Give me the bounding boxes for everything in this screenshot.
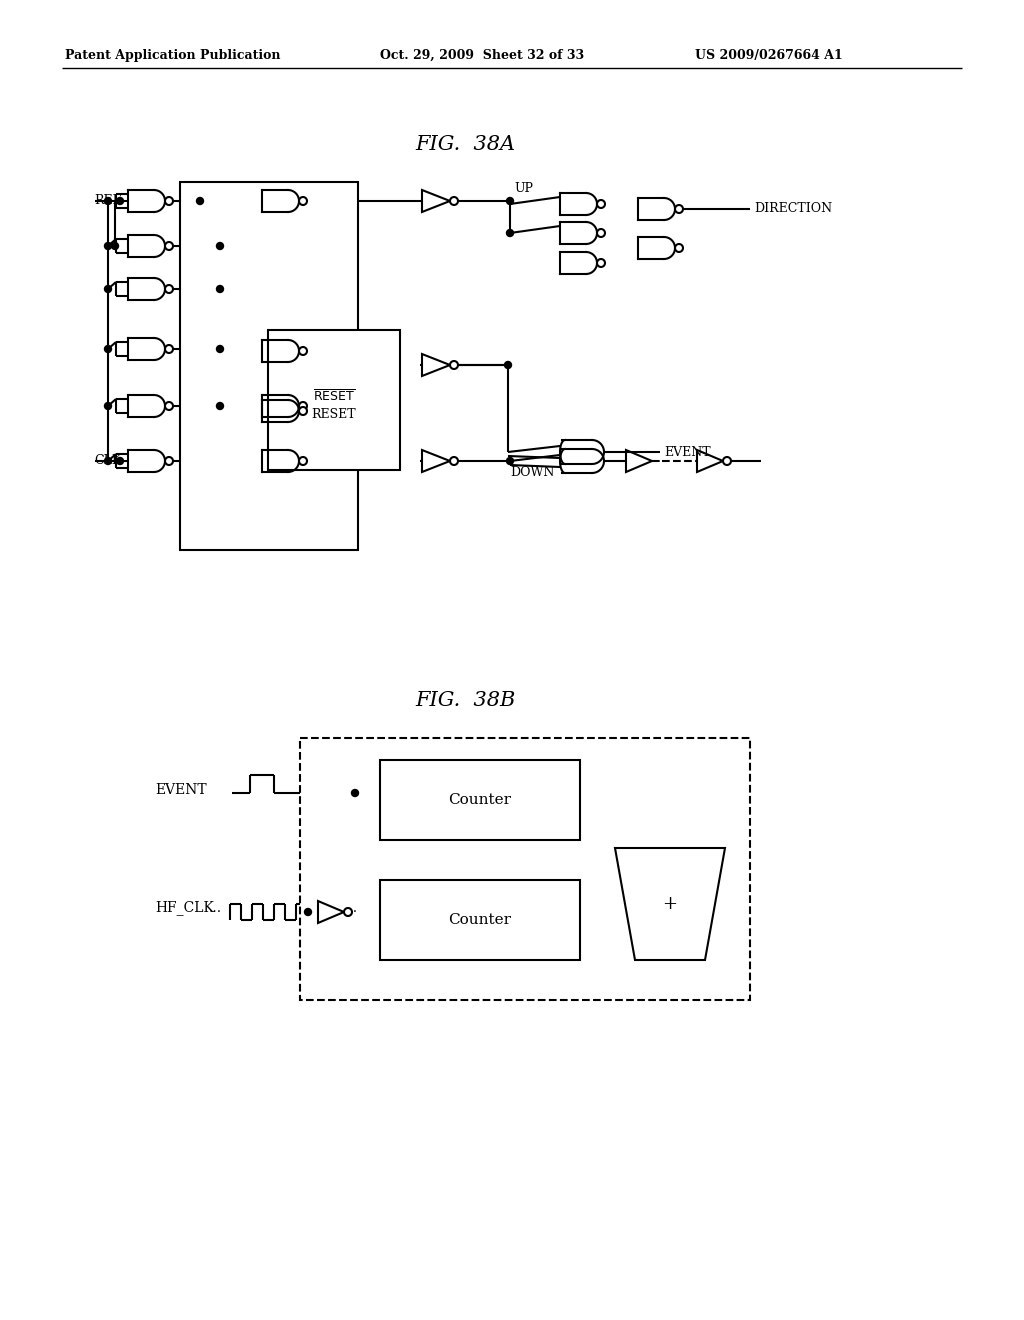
Bar: [380, 760, 580, 840]
Text: UP: UP: [514, 182, 534, 195]
Text: DOWN: DOWN: [510, 466, 554, 479]
Bar: [380, 880, 580, 960]
Circle shape: [507, 458, 513, 465]
Text: Counter: Counter: [449, 793, 512, 807]
Text: Counter: Counter: [449, 913, 512, 927]
Text: $\overline{\mathrm{RESET}}$: $\overline{\mathrm{RESET}}$: [313, 389, 355, 405]
Circle shape: [216, 243, 223, 249]
Text: US 2009/0267664 A1: US 2009/0267664 A1: [695, 49, 843, 62]
Circle shape: [104, 458, 112, 465]
Circle shape: [165, 403, 173, 411]
Text: ···: ···: [209, 906, 222, 919]
Circle shape: [165, 242, 173, 249]
Circle shape: [117, 198, 124, 205]
Circle shape: [216, 403, 223, 409]
Circle shape: [597, 228, 605, 238]
Circle shape: [104, 198, 112, 205]
Circle shape: [675, 205, 683, 213]
Circle shape: [299, 403, 307, 411]
Circle shape: [104, 346, 112, 352]
Text: DIRECTION: DIRECTION: [754, 202, 833, 215]
Circle shape: [117, 458, 124, 465]
Circle shape: [299, 347, 307, 355]
Circle shape: [507, 198, 513, 205]
Circle shape: [112, 243, 119, 249]
Bar: [300, 738, 750, 1001]
Circle shape: [344, 908, 352, 916]
Text: +: +: [663, 895, 678, 913]
Circle shape: [507, 230, 513, 236]
Circle shape: [104, 403, 112, 409]
Circle shape: [675, 244, 683, 252]
Text: RESET: RESET: [311, 408, 356, 421]
Bar: [268, 330, 400, 470]
Circle shape: [216, 346, 223, 352]
Circle shape: [104, 285, 112, 293]
Text: REF: REF: [95, 194, 122, 207]
Circle shape: [165, 457, 173, 465]
Text: EVENT: EVENT: [664, 446, 711, 458]
Circle shape: [597, 259, 605, 267]
Text: FIG.  38B: FIG. 38B: [415, 690, 515, 710]
Text: ···: ···: [344, 906, 357, 919]
Circle shape: [299, 407, 307, 414]
Circle shape: [304, 908, 311, 916]
Bar: [180, 182, 358, 550]
Circle shape: [450, 360, 458, 370]
Circle shape: [104, 243, 112, 249]
Circle shape: [165, 197, 173, 205]
Circle shape: [197, 198, 204, 205]
Circle shape: [450, 457, 458, 465]
Text: Oct. 29, 2009  Sheet 32 of 33: Oct. 29, 2009 Sheet 32 of 33: [380, 49, 584, 62]
Circle shape: [165, 345, 173, 352]
Circle shape: [299, 197, 307, 205]
Circle shape: [216, 285, 223, 293]
Circle shape: [723, 457, 731, 465]
Circle shape: [165, 285, 173, 293]
Text: CLK: CLK: [94, 454, 122, 467]
Text: HF_CLK: HF_CLK: [155, 900, 214, 916]
Circle shape: [505, 362, 512, 368]
Circle shape: [597, 201, 605, 209]
Text: Patent Application Publication: Patent Application Publication: [65, 49, 281, 62]
Circle shape: [351, 789, 358, 796]
Text: FIG.  38A: FIG. 38A: [415, 136, 515, 154]
Circle shape: [450, 197, 458, 205]
Circle shape: [299, 457, 307, 465]
Text: EVENT: EVENT: [155, 783, 207, 797]
